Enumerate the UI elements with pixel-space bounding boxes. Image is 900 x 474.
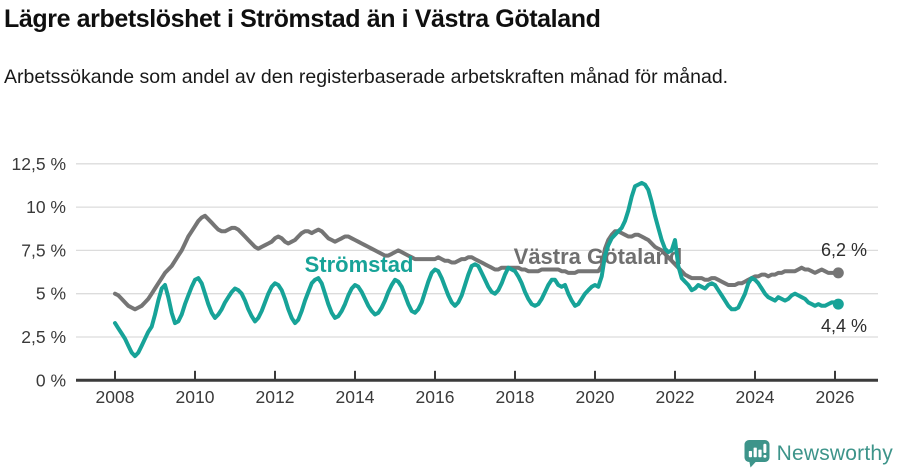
gridlines [76, 163, 878, 338]
y-axis-labels: 0 % 2,5 % 5 % 7,5 % 10 % 12,5 % [12, 154, 66, 390]
end-dot-vastra-gotaland [832, 267, 844, 279]
x-tick-label: 2012 [256, 387, 295, 407]
x-tick-label: 2018 [496, 387, 535, 407]
x-axis [76, 370, 878, 382]
x-tick-label: 2008 [96, 387, 135, 407]
chart-area: 0 % 2,5 % 5 % 7,5 % 10 % 12,5 % 2008 2010 2012 2… [0, 142, 900, 442]
newsworthy-icon [744, 440, 770, 468]
x-tick-label: 2020 [576, 387, 615, 407]
y-tick-label: 5 % [36, 284, 66, 304]
end-value-stromstad: 4,4 % [821, 316, 867, 336]
series-label-stromstad: Strömstad [305, 252, 414, 277]
y-tick-label: 0 % [36, 370, 66, 390]
x-tick-label: 2024 [736, 387, 775, 407]
line-stromstad [113, 180, 841, 359]
x-tick-label: 2014 [336, 387, 375, 407]
x-tick-label: 2026 [816, 387, 855, 407]
series-label-vastra-gotaland: Västra Götaland [514, 244, 683, 269]
end-dot-stromstad [832, 298, 844, 310]
line-vastra-gotaland [113, 213, 841, 312]
chart-subtitle: Arbetssökande som andel av den registerb… [4, 66, 729, 88]
y-tick-label: 10 % [26, 197, 66, 217]
x-tick-label: 2022 [656, 387, 695, 407]
x-tick-label: 2010 [176, 387, 215, 407]
newsworthy-logo: Newsworthy [744, 439, 893, 468]
end-value-vastra-gotaland: 6,2 % [821, 240, 867, 260]
line-chart: 0 %2,5 %5 %7,5 %10 %12,5 % 2008 2010 2012 2… [12, 154, 878, 407]
chart-title: Lägre arbetslöshet i Strömstad än i Väst… [4, 5, 601, 33]
newsworthy-wordmark: Newsworthy [776, 441, 893, 465]
y-tick-label: 2,5 % [21, 327, 66, 347]
y-tick-label: 7,5 % [21, 240, 66, 260]
x-tick-label: 2016 [416, 387, 455, 407]
x-axis-labels: 2008 2010 2012 2014 2016 2018 2020 2022 2024 2026 [96, 387, 855, 407]
y-tick-label: 12,5 % [12, 154, 66, 174]
